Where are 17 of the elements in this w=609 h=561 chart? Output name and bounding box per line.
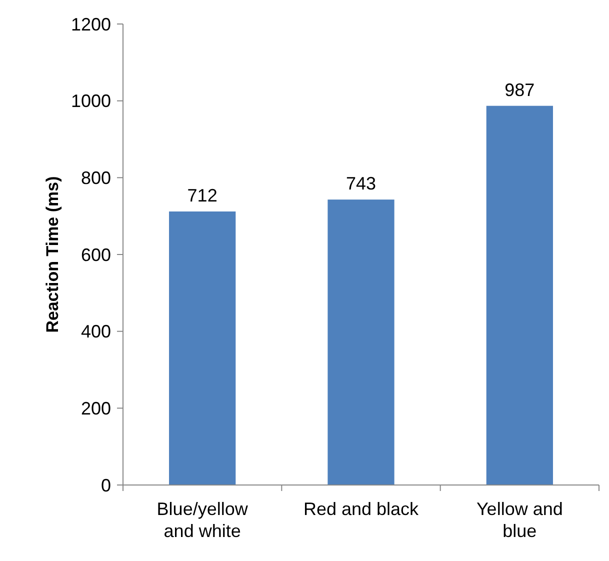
- y-tick-label: 0: [100, 475, 111, 496]
- bar: [328, 200, 394, 485]
- y-tick-label: 800: [80, 168, 111, 188]
- x-tick-label: Blue/yellow and white: [156, 499, 249, 541]
- y-tick-label: 1200: [70, 14, 111, 34]
- x-tick-label: Yellow and blue: [476, 499, 563, 541]
- data-label: 743: [346, 174, 376, 194]
- bar: [486, 106, 553, 485]
- data-label: 712: [187, 185, 218, 206]
- y-axis-title: Reaction Time (ms): [43, 176, 62, 333]
- y-tick-label: 400: [80, 322, 111, 342]
- data-label: 987: [504, 80, 535, 100]
- y-tick-label: 1000: [70, 91, 111, 112]
- y-tick-label: 600: [80, 244, 111, 265]
- x-tick-label: Red and black: [303, 499, 420, 519]
- bar: [169, 211, 236, 485]
- y-tick-label: 200: [80, 398, 111, 418]
